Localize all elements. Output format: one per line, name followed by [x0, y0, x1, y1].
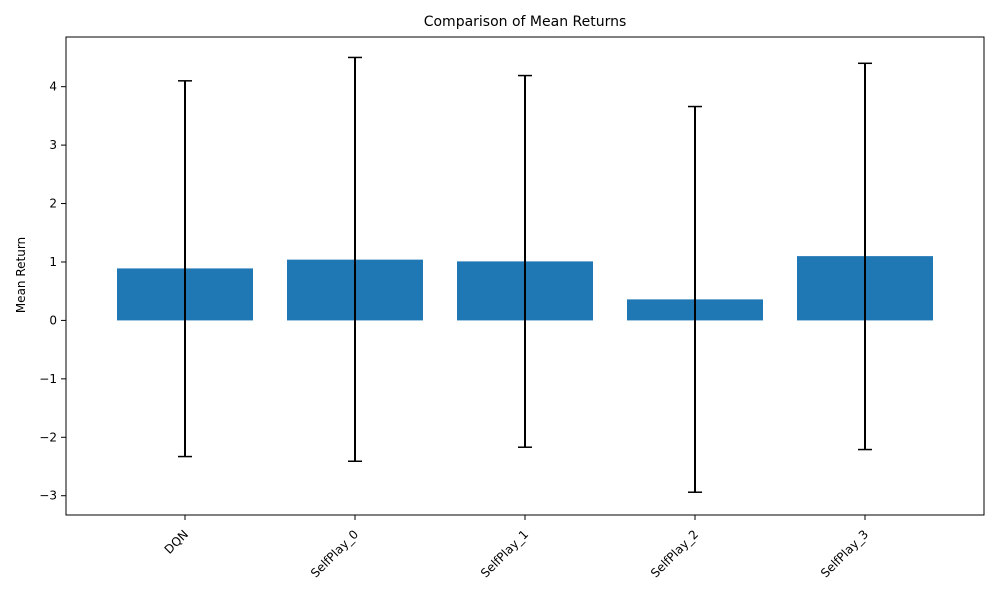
x-tick-label: SelfPlay_2 [648, 527, 701, 580]
y-tick-label: 4 [49, 80, 57, 94]
error-bar-selfplay_1 [518, 74, 532, 448]
y-tick-label: 3 [49, 138, 57, 152]
error-bars-layer [178, 56, 872, 493]
error-bar-selfplay_0 [348, 56, 362, 462]
y-tick-label: 2 [49, 197, 57, 211]
plot-frame [65, 36, 985, 516]
y-tick-label: −1 [39, 372, 57, 386]
x-tick-label: DQN [162, 527, 191, 556]
error-bar-selfplay_3 [858, 62, 872, 451]
error-bar-selfplay_2 [688, 105, 702, 493]
y-axis-title: Mean Return [14, 237, 28, 313]
y-tick-label: −2 [39, 430, 57, 444]
x-tick-label: SelfPlay_0 [308, 527, 361, 580]
x-tick-label: SelfPlay_1 [478, 527, 531, 580]
y-tick-label: 0 [49, 313, 57, 327]
chart-title: Comparison of Mean Returns [424, 14, 627, 30]
error-bar-dqn [178, 80, 192, 458]
y-tick-label: 1 [49, 255, 57, 269]
x-tick-label: SelfPlay_3 [818, 527, 871, 580]
x-axis-ticks: DQN SelfPlay_0 SelfPlay_1 SelfPlay_2 SelfPla… [162, 515, 871, 580]
y-tick-label: −3 [39, 489, 57, 503]
y-axis-ticks: −3 −2 −1 0 1 2 3 4 [39, 80, 66, 503]
